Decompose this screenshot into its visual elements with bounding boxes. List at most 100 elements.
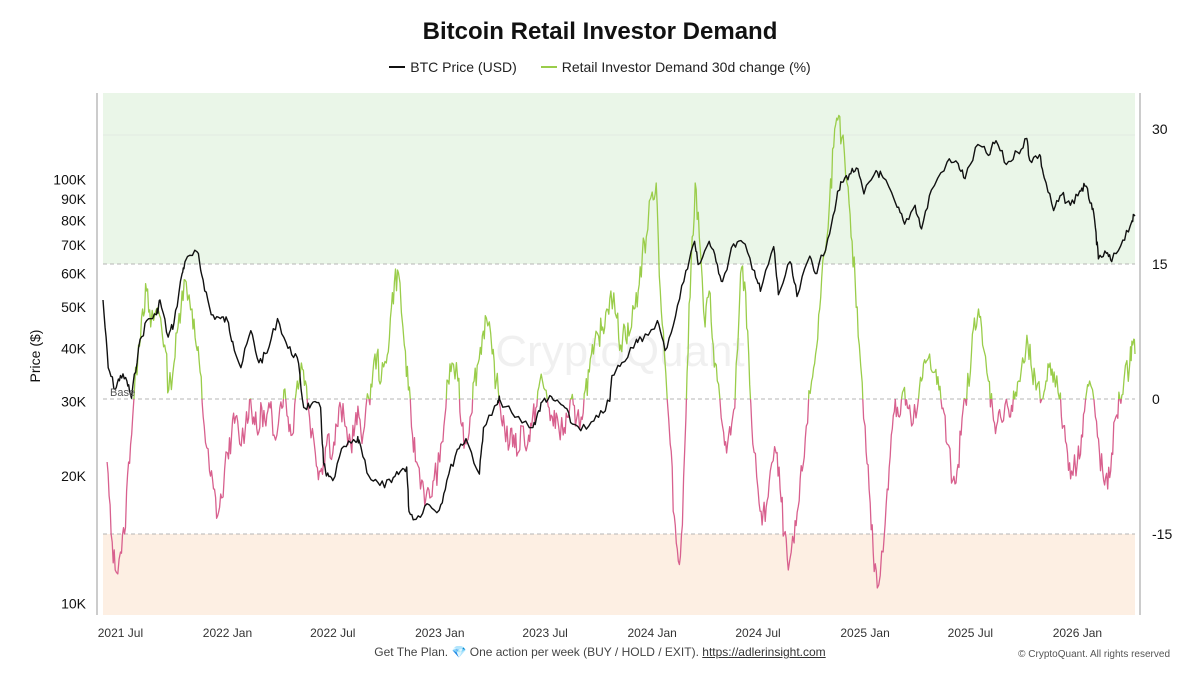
zone-band-0 xyxy=(103,93,1135,264)
footer-note-text: Get The Plan. 💎 One action per week (BUY… xyxy=(374,645,699,659)
x-tick-label: 2025 Jul xyxy=(948,626,993,640)
x-tick-label: 2024 Jan xyxy=(627,626,676,640)
demand-segment-neg xyxy=(409,398,447,507)
demand-segment-neg xyxy=(666,398,688,566)
left-tick-label: 70K xyxy=(61,237,87,253)
legend: BTC Price (USD) Retail Investor Demand 3… xyxy=(0,59,1200,75)
demand-segment-pos xyxy=(807,114,864,400)
demand-segment-pos xyxy=(369,268,411,400)
demand-segment-pos xyxy=(1120,338,1136,400)
footer-link[interactable]: https://adlerinsight.com xyxy=(702,645,826,659)
demand-segment-pos xyxy=(990,392,993,400)
demand-segment-neg xyxy=(546,398,571,441)
x-tick-label: 2021 Jul xyxy=(98,626,143,640)
demand-segment-pos xyxy=(583,182,668,400)
demand-segment-pos xyxy=(294,362,308,400)
demand-segment-neg xyxy=(989,398,992,408)
zone-band-1 xyxy=(103,534,1135,615)
x-tick-label: 2024 Jul xyxy=(735,626,780,640)
watermark: CryptoQuant xyxy=(495,327,744,376)
demand-segment-neg xyxy=(306,398,368,481)
right-tick-label: -15 xyxy=(1152,526,1172,542)
left-tick-label: 40K xyxy=(61,340,87,356)
left-tick-label: 100K xyxy=(53,172,86,188)
demand-segment-pos xyxy=(536,373,548,400)
chart-title: Bitcoin Retail Investor Demand xyxy=(422,18,778,45)
demand-segment-neg xyxy=(201,398,251,519)
btc-price-line xyxy=(102,137,1136,521)
demand-segment-pos xyxy=(282,388,287,400)
demand-series xyxy=(106,114,1136,589)
price-series xyxy=(102,137,1136,521)
left-tick-label: 10K xyxy=(61,596,87,612)
x-tick-label: 2026 Jan xyxy=(1053,626,1102,640)
x-tick-label: 2022 Jul xyxy=(310,626,355,640)
demand-segment-neg xyxy=(458,398,474,449)
demand-segment-neg xyxy=(991,398,1008,435)
demand-segment-neg xyxy=(904,398,920,427)
demand-segment-pos xyxy=(445,361,461,400)
demand-segment-neg xyxy=(572,398,585,431)
demand-segment-neg xyxy=(1059,398,1087,480)
x-tick-label: 2023 Jul xyxy=(522,626,567,640)
copyright: © CryptoQuant. All rights reserved xyxy=(1018,649,1170,660)
left-tick-label: 80K xyxy=(61,213,87,229)
demand-segment-pos xyxy=(1012,334,1041,400)
demand-segment-pos xyxy=(366,393,370,400)
demand-segment-neg xyxy=(719,398,736,454)
legend-swatch-retail-demand xyxy=(540,66,557,69)
demand-segment-neg xyxy=(749,398,810,571)
x-tick-label: 2022 Jan xyxy=(203,626,252,640)
left-axis-ticks: 10K 20K 30K 40K 50K 60K 70K 80K 90K 100K xyxy=(53,172,86,612)
demand-segment-neg xyxy=(940,398,965,485)
demand-segment-neg xyxy=(1093,398,1120,490)
right-tick-label: 30 xyxy=(1152,121,1168,137)
base-label: Base xyxy=(110,387,135,399)
left-tick-label: 60K xyxy=(61,266,87,282)
left-tick-label: 90K xyxy=(61,191,87,207)
demand-segment-neg xyxy=(862,398,896,589)
demand-segment-neg xyxy=(894,398,903,418)
demand-segment-pos xyxy=(963,397,966,400)
demand-segment-neg xyxy=(368,398,371,406)
demand-segment-pos xyxy=(1117,391,1121,400)
demand-segment-neg xyxy=(285,398,296,437)
demand-segment-neg xyxy=(249,398,285,441)
x-axis-ticks: 2021 Jul 2022 Jan 2022 Jul 2023 Jan 2023 Jul… xyxy=(98,626,1102,640)
demand-segment-pos xyxy=(900,386,906,400)
demand-segment-neg xyxy=(964,398,968,406)
y-axis-label: Price ($) xyxy=(27,330,43,383)
right-axis-ticks: 30 15 0 -15 xyxy=(1152,121,1172,542)
demand-segment-pos xyxy=(734,265,752,400)
demand-segment-pos xyxy=(569,393,574,400)
demand-segment-pos xyxy=(1084,380,1095,400)
legend-swatch-btc-price xyxy=(389,66,406,69)
axes xyxy=(96,93,1141,615)
footer-note: Get The Plan. 💎 One action per week (BUY… xyxy=(0,645,1200,659)
demand-segment-pos xyxy=(685,182,721,400)
demand-segment-pos xyxy=(471,315,500,400)
right-tick-label: 15 xyxy=(1152,256,1168,272)
zone-bands xyxy=(103,93,1135,615)
legend-label-retail-demand: Retail Investor Demand 30d change (%) xyxy=(561,59,811,75)
left-tick-label: 30K xyxy=(61,393,87,409)
legend-item-btc-price[interactable]: BTC Price (USD) xyxy=(389,59,517,75)
demand-segment-pos xyxy=(917,353,942,400)
right-tick-label: 0 xyxy=(1152,391,1160,407)
left-tick-label: 50K xyxy=(61,299,87,315)
x-tick-label: 2025 Jan xyxy=(840,626,889,640)
demand-segment-neg xyxy=(1039,398,1043,404)
demand-segment-pos xyxy=(1041,362,1062,400)
legend-label-btc-price: BTC Price (USD) xyxy=(410,59,517,75)
legend-item-retail-demand[interactable]: Retail Investor Demand 30d change (%) xyxy=(540,59,811,75)
x-tick-label: 2023 Jan xyxy=(415,626,464,640)
demand-segment-neg xyxy=(1005,398,1014,418)
demand-segment-neg xyxy=(1119,398,1123,404)
demand-segment-pos xyxy=(966,308,991,400)
demand-segment-pos xyxy=(133,278,203,400)
demand-segment-neg xyxy=(498,398,538,457)
reference-lines xyxy=(103,134,1135,535)
demand-segment-neg xyxy=(106,398,135,575)
left-tick-label: 20K xyxy=(61,468,87,484)
